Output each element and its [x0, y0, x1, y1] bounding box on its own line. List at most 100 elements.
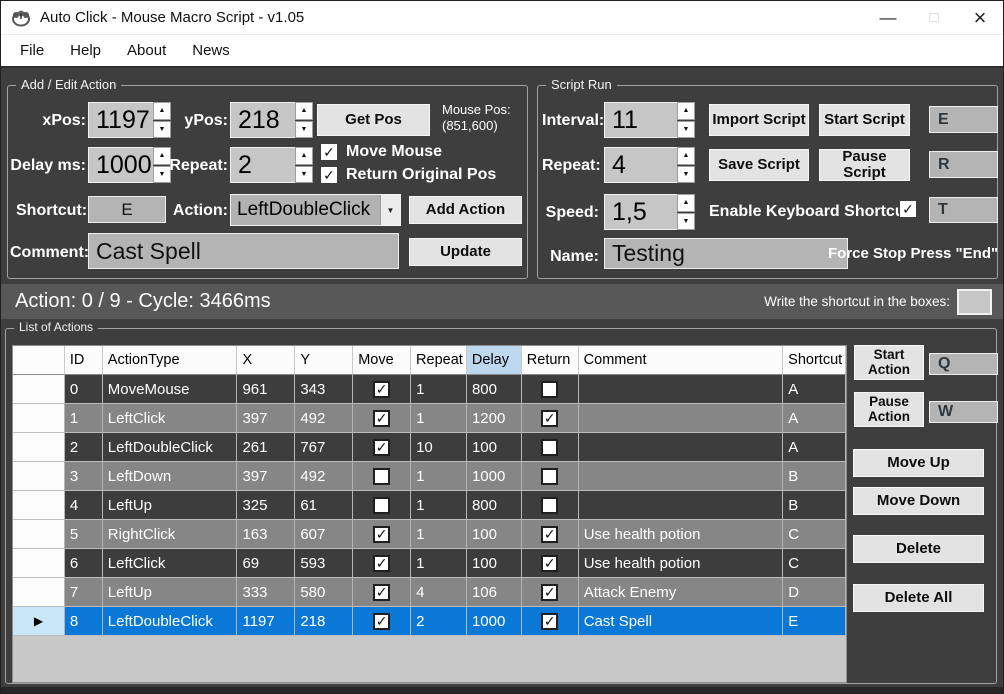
return-checkbox[interactable]: ✓ [541, 583, 559, 601]
cell-id[interactable]: 7 [64, 578, 103, 607]
cell-x[interactable]: 961 [237, 375, 296, 404]
import-script-button[interactable]: Import Script [709, 104, 809, 136]
cell-actiontype[interactable]: LeftClick [102, 404, 238, 433]
cell-return[interactable]: ✓ [521, 607, 579, 636]
cell-actiontype[interactable]: LeftDown [102, 462, 238, 491]
cell-y[interactable]: 492 [295, 404, 354, 433]
script-name-input[interactable]: Testing [604, 238, 848, 269]
cell-repeat[interactable]: 2 [411, 607, 467, 636]
cell-delay[interactable]: 1000 [466, 607, 522, 636]
cell-move[interactable]: ✓ [353, 607, 412, 636]
cell-delay[interactable]: 100 [466, 549, 522, 578]
return-original-checkbox-row[interactable]: ✓ Return Original Pos [320, 166, 496, 184]
delete-button[interactable]: Delete [853, 535, 984, 563]
ypos-stepper[interactable]: 218 ▲ ▼ [230, 102, 313, 138]
return-checkbox[interactable] [541, 438, 559, 456]
cell-shortcut[interactable]: A [783, 433, 846, 462]
row-selector[interactable] [13, 404, 65, 433]
move-checkbox[interactable]: ✓ [373, 612, 391, 630]
cell-x[interactable]: 1197 [237, 607, 296, 636]
menu-help[interactable]: Help [70, 42, 102, 59]
pause-action-key-input[interactable]: W [929, 401, 998, 423]
return-checkbox[interactable] [541, 467, 559, 485]
row-selector[interactable] [13, 375, 65, 404]
start-action-button[interactable]: Start Action [854, 345, 924, 380]
table-row[interactable]: 3 LeftDown 397 492 1 1000 B [13, 462, 846, 491]
cell-comment[interactable]: Cast Spell [578, 607, 784, 636]
close-button[interactable]: × [973, 4, 987, 30]
row-selector[interactable] [13, 433, 65, 462]
xpos-stepper[interactable]: 1197 ▲ ▼ [88, 102, 171, 138]
move-checkbox[interactable]: ✓ [373, 583, 391, 601]
cell-shortcut[interactable]: E [783, 607, 846, 636]
move-checkbox[interactable]: ✓ [373, 438, 391, 456]
table-row[interactable]: 0 MoveMouse 961 343 ✓ 1 800 A [13, 375, 846, 404]
enable-keyboard-key-input[interactable]: T [929, 197, 998, 223]
cell-actiontype[interactable]: LeftDoubleClick [102, 433, 238, 462]
cell-return[interactable] [521, 375, 579, 404]
column-header-x[interactable]: X [237, 346, 296, 375]
cell-return[interactable]: ✓ [521, 549, 579, 578]
cell-y[interactable]: 580 [295, 578, 354, 607]
return-original-checkbox[interactable]: ✓ [320, 166, 338, 184]
delay-stepper[interactable]: 1000 ▲ ▼ [88, 147, 171, 183]
cell-move[interactable]: ✓ [353, 433, 412, 462]
cell-actiontype[interactable]: LeftClick [102, 549, 238, 578]
move-up-button[interactable]: Move Up [853, 449, 984, 477]
cell-id[interactable]: 0 [64, 375, 103, 404]
shortcut-input[interactable]: E [88, 196, 166, 223]
interval-stepper[interactable]: 11 ▲ ▼ [604, 102, 695, 138]
row-selector[interactable] [13, 491, 65, 520]
return-checkbox[interactable]: ✓ [541, 612, 559, 630]
cell-y[interactable]: 767 [295, 433, 354, 462]
table-row[interactable]: 6 LeftClick 69 593 ✓ 1 100 ✓ Use health potion C [13, 549, 846, 578]
column-header-return[interactable]: Return [521, 346, 579, 375]
cell-move[interactable]: ✓ [353, 549, 412, 578]
cell-id[interactable]: 1 [64, 404, 103, 433]
cell-y[interactable]: 492 [295, 462, 354, 491]
cell-move[interactable]: ✓ [353, 520, 412, 549]
speed-up-icon[interactable]: ▲ [677, 194, 695, 212]
cell-comment[interactable] [578, 433, 784, 462]
start-script-button[interactable]: Start Script [819, 104, 910, 136]
cell-x[interactable]: 163 [237, 520, 296, 549]
return-checkbox[interactable] [541, 496, 559, 514]
shortcut-hint-input[interactable] [957, 289, 992, 315]
cell-x[interactable]: 69 [237, 549, 296, 578]
ypos-up-icon[interactable]: ▲ [295, 102, 313, 120]
cell-actiontype[interactable]: LeftUp [102, 491, 238, 520]
return-checkbox[interactable]: ✓ [541, 409, 559, 427]
pause-script-key-input[interactable]: R [929, 151, 998, 178]
cell-id[interactable]: 5 [64, 520, 103, 549]
cell-actiontype[interactable]: RightClick [102, 520, 238, 549]
pause-script-button[interactable]: Pause Script [819, 148, 910, 181]
cell-shortcut[interactable]: B [783, 462, 846, 491]
repeat-down-icon[interactable]: ▼ [295, 165, 313, 183]
cell-comment[interactable] [578, 404, 784, 433]
cell-delay[interactable]: 100 [466, 520, 522, 549]
table-row[interactable]: 1 LeftClick 397 492 ✓ 1 1200 ✓ A [13, 404, 846, 433]
cell-x[interactable]: 325 [237, 491, 296, 520]
return-checkbox[interactable] [541, 380, 559, 398]
cell-repeat[interactable]: 4 [411, 578, 467, 607]
cell-delay[interactable]: 100 [466, 433, 522, 462]
cell-shortcut[interactable]: B [783, 491, 846, 520]
move-checkbox[interactable]: ✓ [373, 554, 391, 572]
repeat-value[interactable]: 2 [230, 147, 295, 183]
cell-shortcut[interactable]: A [783, 375, 846, 404]
delay-up-icon[interactable]: ▲ [153, 147, 171, 165]
cell-shortcut[interactable]: A [783, 404, 846, 433]
row-selector[interactable] [13, 549, 65, 578]
save-script-button[interactable]: Save Script [709, 149, 809, 181]
cell-y[interactable]: 593 [295, 549, 354, 578]
row-selector[interactable] [13, 462, 65, 491]
cell-return[interactable]: ✓ [521, 520, 579, 549]
column-header-actiontype[interactable]: ActionType [102, 346, 238, 375]
ypos-down-icon[interactable]: ▼ [295, 120, 313, 138]
delay-down-icon[interactable]: ▼ [153, 165, 171, 183]
cell-repeat[interactable]: 1 [411, 491, 467, 520]
start-script-key-input[interactable]: E [929, 106, 998, 133]
cell-repeat[interactable]: 1 [411, 549, 467, 578]
column-header-comment[interactable]: Comment [578, 346, 784, 375]
xpos-value[interactable]: 1197 [88, 102, 153, 138]
